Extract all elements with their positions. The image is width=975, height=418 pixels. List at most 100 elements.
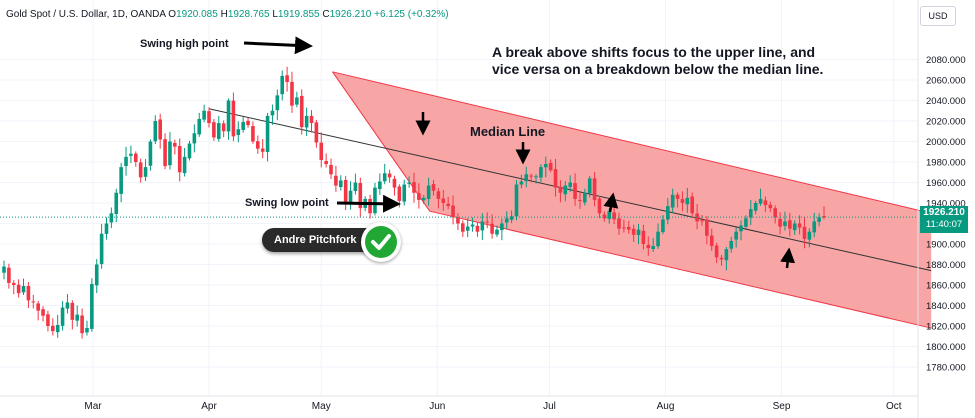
candle-body — [51, 325, 55, 332]
candle-body — [641, 230, 646, 244]
candle-body — [109, 213, 114, 223]
candle — [285, 66, 289, 92]
candle-body — [817, 217, 821, 222]
candle — [802, 216, 807, 249]
candle — [163, 133, 167, 170]
candle-body — [822, 216, 826, 218]
price-tick-label: 2020.000 — [926, 117, 966, 128]
candle — [236, 121, 241, 143]
symbol-header: Gold Spot / U.S. Dollar, 1D, OANDA O1920… — [6, 9, 449, 20]
candle-body — [177, 146, 182, 173]
candle — [573, 173, 577, 206]
candle-body — [436, 191, 441, 199]
candle — [65, 294, 70, 314]
candle-body — [748, 209, 753, 218]
candle-body — [675, 194, 680, 199]
candle-body — [690, 196, 695, 214]
candle-body — [783, 221, 787, 226]
candle — [16, 279, 21, 298]
candle — [109, 207, 114, 229]
candle — [695, 204, 699, 230]
candle — [763, 196, 768, 212]
open-label: O — [168, 9, 177, 20]
candle-body — [212, 122, 216, 138]
candle — [177, 138, 182, 182]
candle — [602, 211, 607, 222]
candle — [690, 192, 695, 218]
candle-body — [441, 198, 446, 203]
candle-body — [768, 204, 773, 209]
candle — [304, 107, 309, 136]
candle-body — [504, 218, 509, 223]
close-label: C — [322, 9, 330, 20]
swing-high-label: Swing high point — [140, 38, 229, 50]
time-axis[interactable]: Mar Apr May Jun Jul Aug Sep Oct — [0, 395, 918, 412]
candle-body — [646, 244, 651, 249]
candle — [451, 195, 455, 225]
candle-body — [90, 283, 94, 329]
candle-body — [270, 110, 275, 116]
candle-body — [304, 115, 309, 128]
candle-body — [446, 203, 450, 207]
high-label: H — [220, 9, 228, 20]
low-value: 1919.855 — [277, 9, 320, 20]
candle — [480, 213, 485, 241]
candle-body — [807, 231, 812, 240]
candle — [470, 217, 475, 232]
candle — [412, 172, 416, 203]
candle-body — [587, 178, 592, 194]
candle-body — [485, 221, 490, 223]
candle — [426, 177, 431, 206]
candle — [583, 188, 587, 206]
candle — [51, 318, 55, 336]
candle-body — [612, 212, 616, 220]
candle — [548, 159, 553, 173]
candle-body — [275, 95, 280, 111]
candle-body — [338, 180, 343, 188]
swing-high-arrow — [243, 36, 313, 55]
candle-body — [285, 75, 289, 83]
candle-body — [46, 314, 50, 326]
candle-body — [670, 194, 675, 208]
candle — [661, 215, 665, 235]
candle-body — [758, 198, 763, 204]
candle-body — [597, 198, 602, 214]
candle-body — [353, 182, 358, 192]
candle — [597, 195, 602, 219]
candle-body — [417, 193, 421, 200]
time-tick-label: Mar — [84, 401, 102, 412]
close-value: 1926.210 — [329, 9, 372, 20]
candle-body — [763, 200, 768, 206]
candle — [90, 278, 94, 332]
candle — [182, 148, 187, 177]
candle — [646, 236, 651, 256]
candle — [75, 305, 80, 327]
candle — [431, 179, 436, 196]
candle — [148, 139, 153, 171]
candle-body — [94, 264, 99, 286]
candle — [773, 205, 777, 224]
candle — [265, 112, 270, 162]
candle-body — [158, 119, 162, 140]
price-tick-label: 1780.000 — [926, 363, 966, 374]
candle-body — [661, 219, 665, 233]
candle-body — [309, 115, 314, 124]
candle — [475, 222, 480, 237]
candle-body — [373, 187, 377, 214]
candle-body — [778, 218, 782, 227]
candle — [153, 115, 158, 145]
candle — [656, 223, 660, 249]
candle-body — [124, 156, 128, 167]
candle-body — [21, 286, 26, 293]
candle-body — [744, 218, 748, 227]
candle — [397, 184, 402, 208]
currency-button[interactable]: USD — [920, 6, 956, 26]
candle — [41, 306, 45, 322]
candle — [529, 173, 533, 183]
candle-body — [539, 167, 543, 178]
candle-body — [26, 286, 31, 301]
candle-body — [168, 141, 172, 166]
candle — [280, 70, 285, 101]
candle — [31, 294, 36, 309]
